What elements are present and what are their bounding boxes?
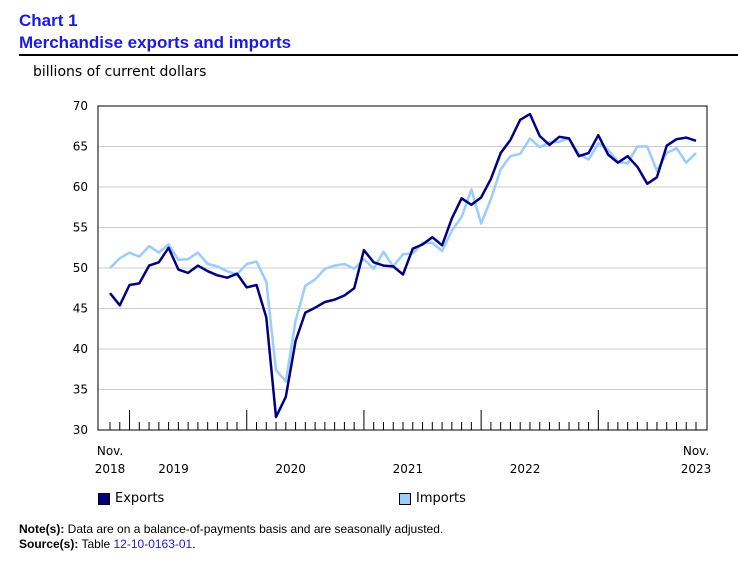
line-chart: 30 35 40 45 50 55 60 65 70 Nov. 2018 2019 2020 2021 20… xyxy=(73,99,712,476)
note-label: Note(s): xyxy=(19,522,65,536)
x-tick-label-month: Nov. xyxy=(97,444,123,458)
title-divider xyxy=(19,54,738,56)
x-tick-label-year: 2021 xyxy=(393,462,424,476)
chart-number: Chart 1 xyxy=(19,11,78,30)
chart-title: Merchandise exports and imports xyxy=(19,33,292,52)
note-line: Note(s): Data are on a balance-of-paymen… xyxy=(19,522,443,537)
axes xyxy=(97,105,708,431)
y-tick-label: 35 xyxy=(73,383,88,397)
gridlines xyxy=(98,146,707,390)
y-tick-label: 60 xyxy=(73,180,88,194)
legend-label-imports: Imports xyxy=(416,491,466,506)
x-tick-label-year: 2018 xyxy=(95,462,126,476)
source-line: Source(s): Table 12-10-0163-01. xyxy=(19,537,443,552)
legend-label-exports: Exports xyxy=(115,491,165,506)
y-tick-label: 40 xyxy=(73,342,88,356)
x-tick-label-year: 2019 xyxy=(158,462,189,476)
x-tick-label-year: 2020 xyxy=(275,462,306,476)
y-tick-label: 30 xyxy=(73,423,88,437)
y-axis-unit-label: billions of current dollars xyxy=(33,64,207,80)
x-tick-label-year: 2023 xyxy=(681,462,712,476)
x-tick-label-year: 2022 xyxy=(510,462,541,476)
series-line-imports xyxy=(109,137,697,383)
y-tick-label: 65 xyxy=(73,140,88,154)
series-line-exports xyxy=(109,112,697,419)
legend-item-exports: Exports xyxy=(98,491,164,506)
source-suffix: . xyxy=(192,537,196,551)
source-table-link[interactable]: 12-10-0163-01 xyxy=(113,537,193,551)
note-text: Data are on a balance-of-payments basis … xyxy=(67,522,444,536)
y-tick-label: 55 xyxy=(73,221,88,235)
y-tick-label: 45 xyxy=(73,302,88,316)
legend-item-imports: Imports xyxy=(399,491,466,506)
series-lines xyxy=(109,112,697,419)
exports-swatch xyxy=(98,492,110,505)
imports-swatch xyxy=(399,492,411,505)
tick-labels: 30 35 40 45 50 55 60 65 70 Nov. 2018 2019 2020 2021 20… xyxy=(73,99,712,476)
source-prefix: Table xyxy=(81,537,111,551)
notes-block: Note(s): Data are on a balance-of-paymen… xyxy=(19,522,443,552)
source-label: Source(s): xyxy=(19,537,79,551)
y-tick-label: 70 xyxy=(73,99,88,113)
y-tick-label: 50 xyxy=(73,261,88,275)
x-tick-label-month: Nov. xyxy=(683,444,709,458)
